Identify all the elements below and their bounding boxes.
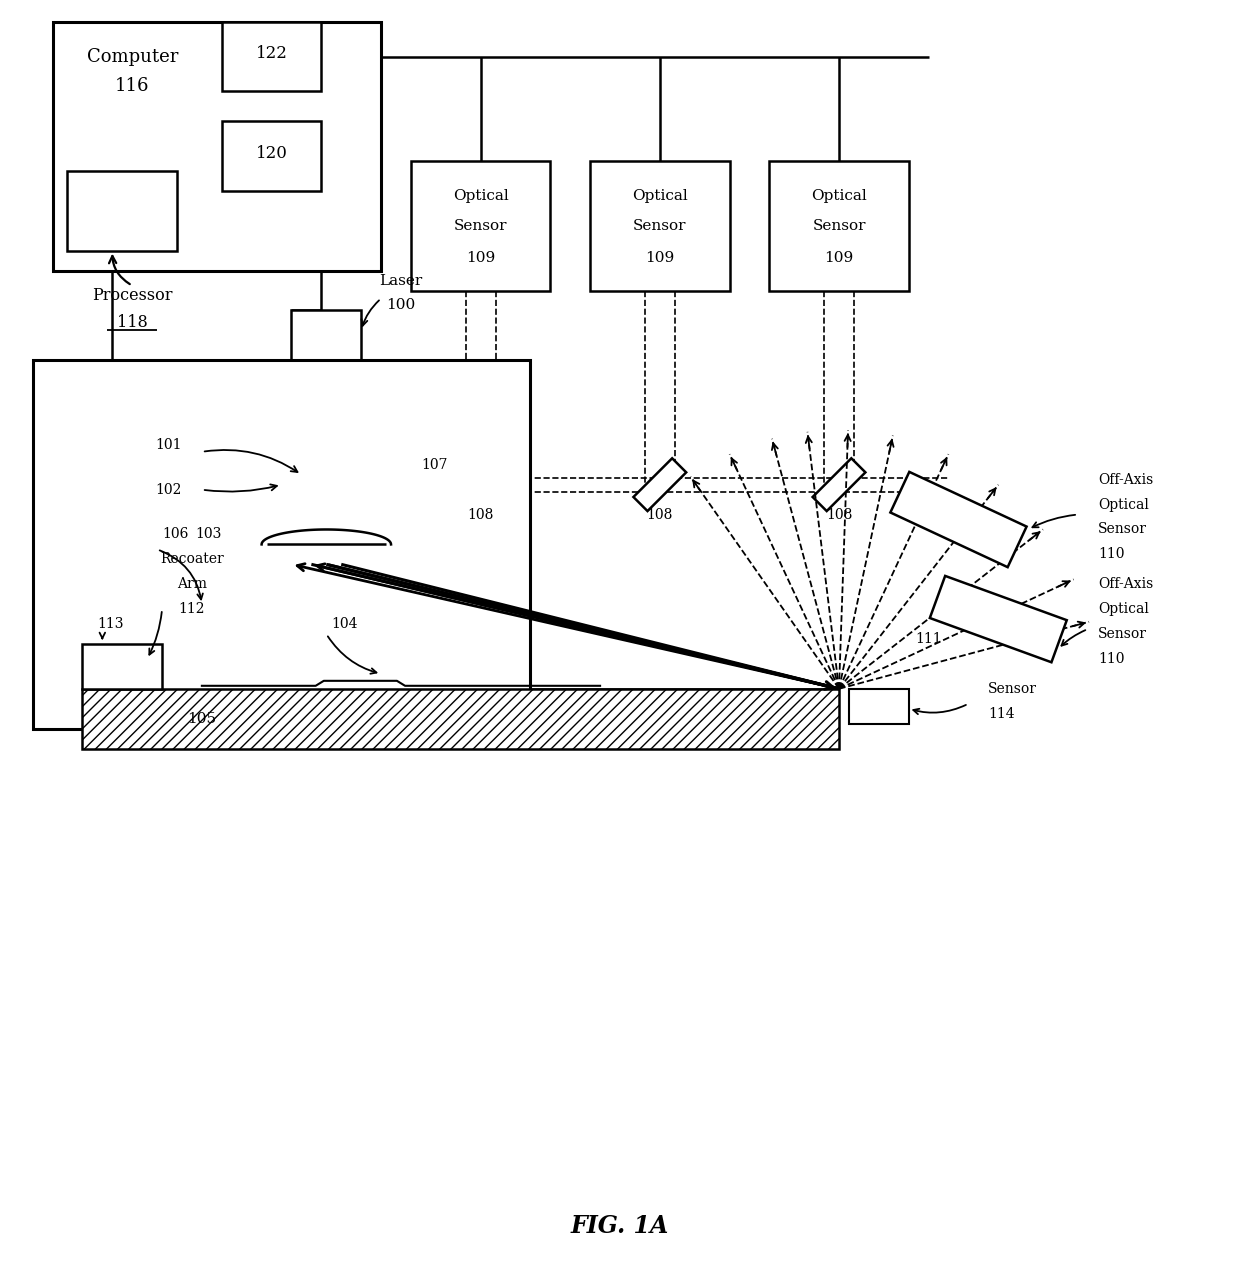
Text: 113: 113	[98, 616, 124, 631]
Bar	[82, 645, 162, 689]
Text: Optical: Optical	[453, 189, 508, 203]
Text: FIG. 1A: FIG. 1A	[570, 1215, 670, 1238]
Text: 109: 109	[466, 251, 495, 265]
Text: Laser: Laser	[379, 274, 423, 288]
Text: 111: 111	[915, 632, 942, 646]
Polygon shape	[300, 458, 352, 512]
Bar	[769, 161, 909, 290]
Polygon shape	[812, 458, 866, 512]
Text: Recoater: Recoater	[160, 553, 223, 567]
Text: 103: 103	[196, 527, 222, 541]
Text: 104: 104	[331, 616, 358, 631]
Polygon shape	[454, 458, 507, 512]
Text: Arm: Arm	[177, 577, 207, 591]
Text: 110: 110	[1097, 652, 1125, 666]
Text: 101: 101	[155, 437, 182, 451]
Polygon shape	[262, 509, 391, 545]
Text: 108: 108	[467, 508, 494, 522]
Bar	[32, 361, 531, 729]
Text: Off-Axis: Off-Axis	[1097, 473, 1153, 487]
Polygon shape	[634, 458, 686, 512]
Text: Optical: Optical	[1097, 602, 1148, 616]
Text: Optical: Optical	[811, 189, 867, 203]
Text: Sensor: Sensor	[454, 219, 507, 233]
Text: 116: 116	[115, 78, 150, 96]
Text: 107: 107	[420, 458, 448, 472]
Text: 109: 109	[825, 251, 853, 265]
Bar	[291, 311, 361, 450]
Bar	[52, 22, 381, 271]
Text: 108: 108	[826, 508, 852, 522]
Text: 120: 120	[255, 145, 288, 161]
Text: Sensor: Sensor	[988, 682, 1038, 696]
Polygon shape	[930, 576, 1066, 663]
Text: 105: 105	[187, 711, 217, 725]
Text: 109: 109	[645, 251, 675, 265]
Bar	[410, 161, 551, 290]
Text: 122: 122	[255, 45, 288, 63]
Text: 118: 118	[117, 313, 148, 331]
Bar	[82, 689, 839, 748]
Bar	[222, 122, 321, 191]
Text: Optical: Optical	[632, 189, 688, 203]
Text: Sensor: Sensor	[1097, 523, 1147, 536]
Text: 108: 108	[646, 508, 673, 522]
Text: 110: 110	[1097, 547, 1125, 561]
Text: 102: 102	[155, 482, 182, 496]
Bar	[849, 689, 909, 724]
Text: Computer: Computer	[87, 47, 177, 65]
Text: Optical: Optical	[1097, 498, 1148, 512]
Text: Processor: Processor	[92, 286, 172, 304]
Bar	[222, 22, 321, 91]
Text: Sensor: Sensor	[812, 219, 866, 233]
Text: 112: 112	[179, 602, 205, 616]
Text: 106: 106	[162, 527, 188, 541]
Text: 114: 114	[988, 707, 1016, 720]
Text: Sensor: Sensor	[1097, 627, 1147, 641]
Text: Off-Axis: Off-Axis	[1097, 577, 1153, 591]
Bar	[67, 171, 177, 251]
Polygon shape	[890, 472, 1027, 567]
Bar	[590, 161, 729, 290]
Text: 100: 100	[387, 298, 415, 312]
Text: Sensor: Sensor	[634, 219, 687, 233]
